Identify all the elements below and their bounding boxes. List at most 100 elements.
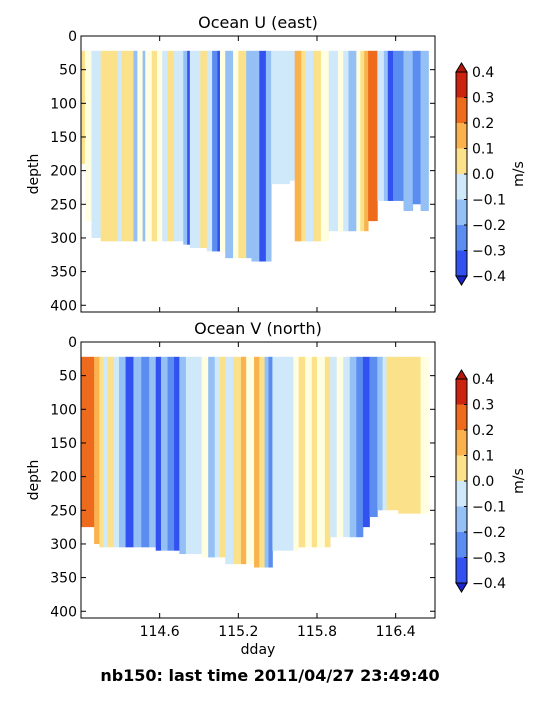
p2-profile-11 xyxy=(155,356,162,551)
p1-profile-51 xyxy=(412,50,421,205)
p1-profile-40 xyxy=(343,50,349,232)
p1-colorbar-bin-6 xyxy=(456,225,467,251)
p1-ytick-label-2: 100 xyxy=(50,96,77,112)
p1-colorbar-tick-label-8: −0.4 xyxy=(472,269,506,285)
p2-profile-24 xyxy=(240,356,247,565)
p2-colorbar-bin-7 xyxy=(456,557,467,584)
p1-profile-20 xyxy=(212,50,218,252)
p1-profile-11 xyxy=(157,50,163,242)
p2-colorbar-bin-6 xyxy=(456,532,467,558)
p1-ytick-label-7: 350 xyxy=(50,265,77,281)
p1-colorbar-tick-label-1: 0.3 xyxy=(472,91,494,107)
p1-profile-18 xyxy=(200,50,208,249)
p1-profile-4 xyxy=(117,50,123,242)
p1-profile-32 xyxy=(289,50,296,181)
p2-profile-21 xyxy=(219,356,226,558)
p2-profile-4 xyxy=(107,356,115,548)
p1-profile-22 xyxy=(219,50,226,252)
p2-profile-26 xyxy=(254,356,260,568)
p2-profile-31 xyxy=(284,356,294,551)
p2-profile-1 xyxy=(94,356,100,544)
p1-profile-8 xyxy=(142,50,146,242)
p1-profile-45 xyxy=(368,50,378,222)
p1-profile-44 xyxy=(364,50,369,232)
p2-profile-48 xyxy=(398,356,410,514)
p2-profile-6 xyxy=(119,356,126,548)
p1-axes-frame xyxy=(80,35,436,313)
p2-colorbar-bin-3 xyxy=(456,455,467,482)
p1-profile-26 xyxy=(246,50,252,259)
p1-profile-30 xyxy=(271,50,276,185)
p1-profile-5 xyxy=(121,50,134,242)
p1-colorbar-bin-4 xyxy=(456,174,467,200)
p1-colorbar-tick-label-4: 0.0 xyxy=(472,167,494,183)
p1-profile-46 xyxy=(377,50,385,201)
p2-profile-43 xyxy=(362,356,370,528)
p2-colorbar-bin-0 xyxy=(456,379,467,405)
p2-profile-38 xyxy=(330,356,338,538)
p2-ytick-label-7: 350 xyxy=(50,571,77,587)
p2-profile-45 xyxy=(377,356,383,511)
p2-profile-16 xyxy=(185,356,192,555)
p2-profile-41 xyxy=(349,356,357,538)
p2-colorbar-bin-1 xyxy=(456,404,467,431)
p1-colorbar-tick-label-6: −0.2 xyxy=(472,218,506,234)
p2-profile-7 xyxy=(125,356,134,548)
p1-colorbar-bin-7 xyxy=(456,250,467,277)
p2-colorbar-tick-label-0: 0.4 xyxy=(472,372,494,388)
p2-xtick-label-1: 115.2 xyxy=(218,624,258,640)
p1-profile-35 xyxy=(305,50,314,242)
p2-profile-2 xyxy=(99,356,104,548)
p1-profile-52 xyxy=(420,50,429,212)
p1-profile-6 xyxy=(133,50,138,242)
p1-profile-14 xyxy=(174,50,184,242)
p2-profile-20 xyxy=(214,356,221,558)
p2-colorbar-tick-label-1: 0.3 xyxy=(472,398,494,414)
p1-profile-36 xyxy=(313,50,322,242)
p2-colorbar-label: m/s xyxy=(511,468,527,494)
p2-ytick-label-4: 200 xyxy=(50,470,77,486)
p2-ytick-label-0: 0 xyxy=(68,335,77,351)
p1-profile-27 xyxy=(251,50,260,262)
p2-profile-15 xyxy=(179,356,187,555)
p2-profile-46 xyxy=(382,356,387,511)
p2-profile-13 xyxy=(167,356,175,551)
p1-ytick-label-8: 400 xyxy=(50,298,77,314)
p1-profile-37 xyxy=(320,50,330,242)
p1-ytick-label-0: 0 xyxy=(68,29,77,45)
p2-colorbar-extend-max xyxy=(455,369,468,380)
p2-profile-36 xyxy=(317,356,326,548)
p1-ytick-label-1: 50 xyxy=(59,63,77,79)
p1-profile-16 xyxy=(187,50,191,245)
p1-ylabel: depth xyxy=(26,154,42,195)
p2-colorbar-tick-label-2: 0.2 xyxy=(472,423,494,439)
p1-profile-25 xyxy=(238,50,247,259)
p2-profile-39 xyxy=(336,356,344,538)
p2-profile-22 xyxy=(225,356,234,565)
p2-ytick-label-1: 50 xyxy=(59,369,77,385)
p2-profile-40 xyxy=(343,356,351,538)
p1-profile-42 xyxy=(356,50,361,232)
p1-colorbar-tick-label-2: 0.2 xyxy=(472,116,494,132)
p1-ytick-label-5: 250 xyxy=(50,197,77,213)
p2-profile-17 xyxy=(191,356,203,555)
p1-profile-12 xyxy=(162,50,168,242)
p1-colorbar-extend-min xyxy=(455,275,468,286)
p2-profile-14 xyxy=(174,356,180,551)
p2-colorbar-tick-label-6: −0.2 xyxy=(472,525,506,541)
p2-xtick-label-0: 114.6 xyxy=(140,624,180,640)
p2-profile-27 xyxy=(259,356,265,568)
p1-colorbar-label: m/s xyxy=(511,161,527,187)
p1-profile-3 xyxy=(100,50,119,242)
p1-ytick-label-4: 200 xyxy=(50,164,77,180)
p2-ytick-label-5: 250 xyxy=(50,503,77,519)
p2-colorbar-bin-2 xyxy=(456,430,467,456)
p1-colorbar-tick-label-0: 0.4 xyxy=(472,65,494,81)
p2-axes-frame xyxy=(80,341,436,619)
p2-profile-49 xyxy=(408,356,421,514)
p1-profile-17 xyxy=(189,50,201,249)
p2-colorbar-tick-label-4: 0.0 xyxy=(472,474,494,490)
p1-colorbar-bin-0 xyxy=(456,72,467,98)
p2-colorbar-extend-min xyxy=(455,582,468,593)
